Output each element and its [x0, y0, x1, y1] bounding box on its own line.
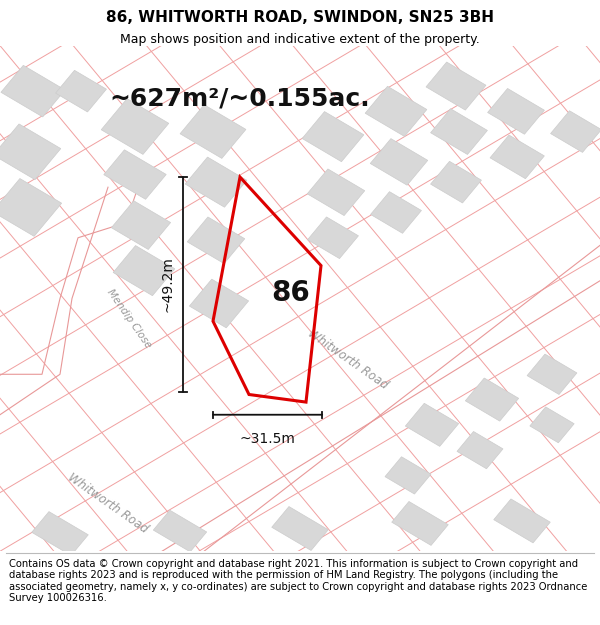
Polygon shape — [32, 512, 88, 556]
Text: 86, WHITWORTH ROAD, SWINDON, SN25 3BH: 86, WHITWORTH ROAD, SWINDON, SN25 3BH — [106, 10, 494, 25]
Polygon shape — [185, 157, 247, 208]
Text: ~31.5m: ~31.5m — [239, 432, 296, 446]
Polygon shape — [406, 403, 458, 446]
Polygon shape — [490, 135, 544, 179]
Polygon shape — [113, 246, 175, 296]
Polygon shape — [385, 457, 431, 494]
Polygon shape — [0, 124, 61, 179]
Polygon shape — [307, 169, 365, 216]
Polygon shape — [494, 499, 550, 543]
Text: 86: 86 — [272, 279, 310, 308]
Text: Map shows position and indicative extent of the property.: Map shows position and indicative extent… — [120, 33, 480, 46]
Polygon shape — [392, 501, 448, 546]
Polygon shape — [431, 109, 487, 154]
Polygon shape — [302, 112, 364, 162]
Polygon shape — [365, 86, 427, 136]
Polygon shape — [371, 192, 421, 233]
Polygon shape — [370, 139, 428, 185]
Text: ~627m²/~0.155ac.: ~627m²/~0.155ac. — [110, 87, 370, 111]
Polygon shape — [457, 431, 503, 469]
Text: Whitworth Road: Whitworth Road — [65, 471, 151, 536]
Polygon shape — [104, 150, 166, 199]
Polygon shape — [112, 201, 170, 249]
Text: ~49.2m: ~49.2m — [161, 257, 175, 312]
Polygon shape — [101, 99, 169, 154]
Text: Whitworth Road: Whitworth Road — [305, 327, 391, 392]
Text: Mendip Close: Mendip Close — [105, 288, 153, 350]
Polygon shape — [527, 354, 577, 394]
Polygon shape — [308, 217, 358, 259]
Polygon shape — [466, 378, 518, 421]
Polygon shape — [154, 510, 206, 552]
Polygon shape — [488, 89, 544, 134]
Polygon shape — [0, 511, 600, 551]
Polygon shape — [56, 71, 106, 112]
Polygon shape — [190, 279, 248, 328]
Polygon shape — [426, 62, 486, 110]
Polygon shape — [1, 66, 65, 117]
Polygon shape — [272, 506, 328, 551]
Polygon shape — [0, 188, 138, 415]
Polygon shape — [530, 407, 574, 442]
Polygon shape — [162, 246, 600, 551]
Polygon shape — [551, 111, 600, 152]
Polygon shape — [0, 179, 62, 236]
Polygon shape — [431, 161, 481, 203]
Text: Contains OS data © Crown copyright and database right 2021. This information is : Contains OS data © Crown copyright and d… — [9, 559, 587, 603]
Polygon shape — [187, 217, 245, 264]
Polygon shape — [180, 105, 246, 158]
